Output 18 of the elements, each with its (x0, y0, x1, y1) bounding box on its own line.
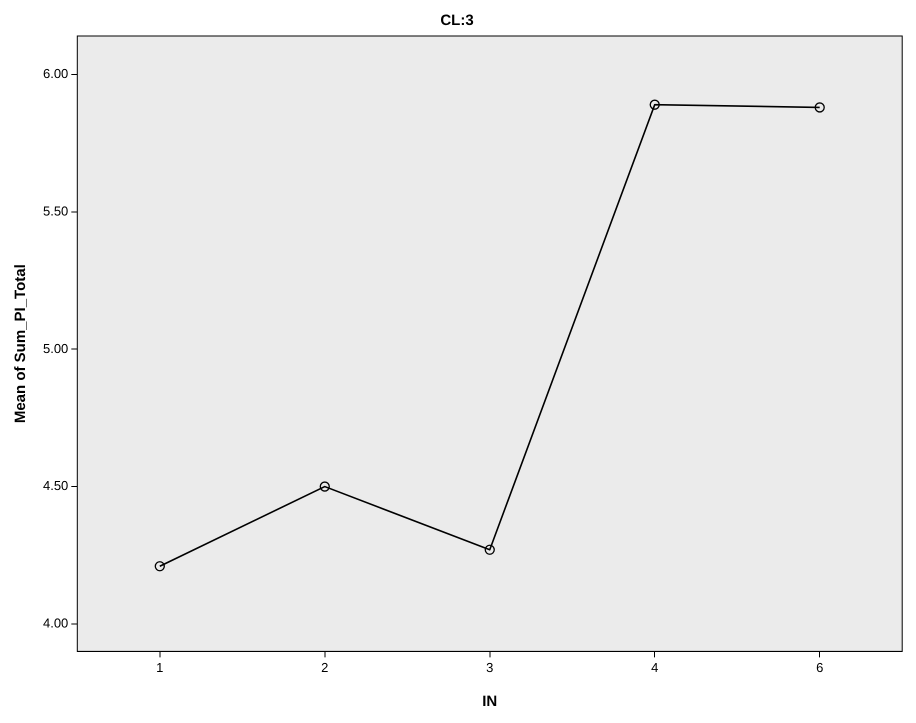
y-tick-label: 5.00 (42, 340, 68, 356)
x-tick-label: 6 (816, 660, 824, 675)
chart-title: CL:3 (440, 12, 474, 30)
point (650, 100, 660, 110)
x-tick-label: 2 (321, 660, 328, 675)
x-tick-label: 4 (651, 660, 658, 675)
x-tick-label: 3 (486, 660, 494, 675)
y-tick-label: 4.50 (42, 478, 68, 494)
point (814, 102, 825, 113)
point (154, 561, 165, 572)
point (484, 544, 495, 555)
y-tick-label: 4.00 (42, 616, 68, 631)
y-axis-title: Mean of Sum_PI_Total (12, 264, 30, 424)
x-tick-label: 1 (156, 660, 164, 675)
y-tick-label: 5.50 (42, 203, 68, 218)
point (320, 481, 330, 492)
y-tick-label: 6.00 (42, 66, 68, 82)
x-axis-title: IN (482, 693, 498, 710)
